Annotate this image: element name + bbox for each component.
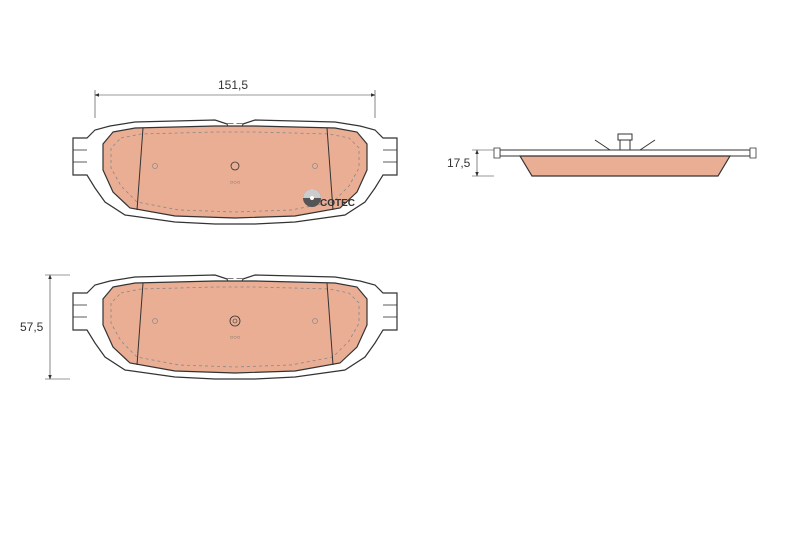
dim-thickness-label: 17,5 — [447, 156, 470, 170]
dimension-thickness — [472, 150, 494, 176]
cotec-badge — [303, 189, 321, 207]
svg-text:○○○: ○○○ — [230, 335, 241, 341]
drawing-svg: ○○○ ○○○ — [0, 0, 800, 533]
brand-label: COTEC — [320, 198, 355, 209]
dimension-width — [95, 90, 375, 118]
dim-height-label: 57,5 — [20, 320, 43, 334]
technical-drawing: ○○○ ○○○ — [0, 0, 800, 533]
dim-width-label: 151,5 — [218, 78, 248, 92]
brake-pad-side — [494, 134, 756, 176]
dimension-height — [45, 275, 70, 379]
brake-pad-bottom: ○○○ — [73, 275, 397, 379]
svg-text:○○○: ○○○ — [230, 180, 241, 186]
